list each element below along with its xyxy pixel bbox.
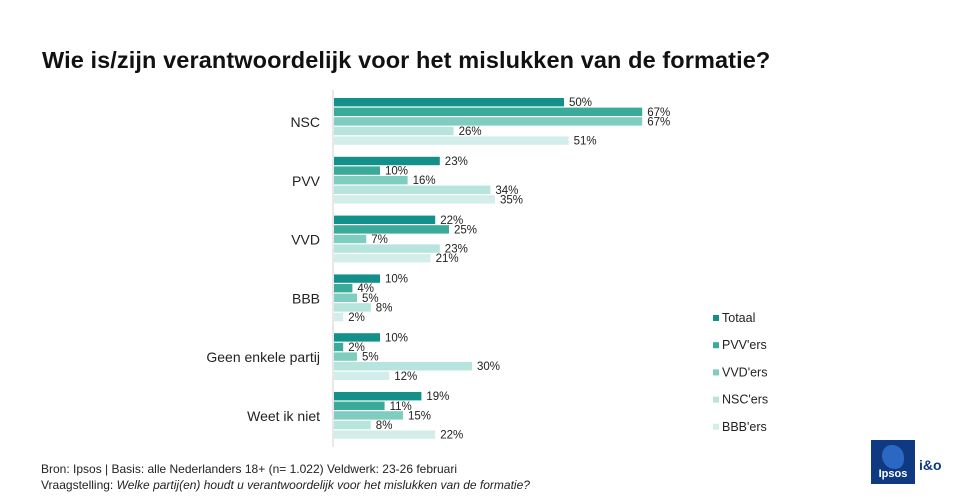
value-label-geen-enkele-partij-nsc-ers: 30% (477, 361, 500, 373)
value-label-bbb-bbb-ers: 2% (348, 312, 365, 324)
value-label-bbb-nsc-ers: 8% (376, 302, 393, 314)
value-label-vvd-bbb-ers: 21% (436, 253, 459, 265)
value-label-pvv-nsc-ers: 34% (495, 185, 518, 197)
value-label-pvv-vvd-ers: 16% (413, 175, 436, 187)
value-label-vvd-totaal: 22% (440, 215, 463, 227)
legend-label-bbb-ers: BBB'ers (722, 420, 767, 434)
value-label-vvd-nsc-ers: 23% (445, 244, 468, 256)
category-label-nsc: NSC (290, 114, 320, 130)
bar-weet-ik-niet-vvd-ers (334, 411, 403, 420)
legend-swatch-totaal (713, 315, 719, 321)
value-label-geen-enkele-partij-vvd-ers: 5% (362, 352, 379, 364)
bar-geen-enkele-partij-pvv-ers (334, 342, 344, 352)
legend-label-nsc-ers: NSC'ers (722, 393, 768, 407)
bar-bbb-pvv-ers (334, 284, 353, 293)
value-label-nsc-nsc-ers: 26% (459, 126, 482, 138)
bar-geen-enkele-partij-vvd-ers (334, 352, 357, 361)
value-label-bbb-totaal: 10% (385, 274, 408, 286)
bar-vvd-bbb-ers (334, 254, 431, 263)
bar-weet-ik-niet-bbb-ers (334, 430, 436, 439)
category-label-pvv: PVV (292, 173, 321, 189)
value-label-bbb-vvd-ers: 5% (362, 293, 379, 305)
value-label-geen-enkele-partij-bbb-ers: 12% (394, 371, 417, 383)
legend-swatch-nsc-ers (713, 396, 719, 403)
value-label-weet-ik-niet-nsc-ers: 8% (376, 420, 393, 432)
bar-nsc-bbb-ers (334, 136, 569, 145)
question-prefix: Vraagstelling: (41, 478, 114, 492)
value-label-weet-ik-niet-totaal: 19% (426, 391, 449, 403)
bar-pvv-totaal (334, 156, 440, 166)
legend-label-vvd-ers: VVD'ers (722, 365, 767, 379)
category-label-bbb: BBB (292, 290, 320, 306)
value-label-weet-ik-niet-bbb-ers: 22% (440, 430, 463, 442)
legend-label-totaal: Totaal (722, 311, 755, 325)
bar-nsc-pvv-ers (334, 107, 643, 116)
bar-weet-ik-niet-nsc-ers (334, 420, 371, 430)
category-label-weet-ik-niet: Weet ik niet (247, 408, 320, 424)
category-label-geen-enkele-partij: Geen enkele partij (206, 349, 320, 365)
value-label-nsc-vvd-ers: 67% (647, 116, 670, 128)
legend-swatch-pvv-ers (713, 342, 719, 349)
legend-swatch-vvd-ers (713, 369, 719, 376)
bars (334, 98, 643, 439)
bar-pvv-pvv-ers (334, 166, 380, 175)
bar-geen-enkele-partij-nsc-ers (334, 362, 472, 371)
value-label-pvv-bbb-ers: 35% (500, 194, 523, 206)
bar-vvd-vvd-ers (334, 234, 367, 244)
question-text: Welke partij(en) houdt u verantwoordelij… (116, 478, 530, 492)
bar-bbb-bbb-ers (334, 312, 344, 322)
legend-label-pvv-ers: PVV'ers (722, 338, 767, 352)
value-label-bbb-pvv-ers: 4% (357, 283, 374, 295)
chart-title: Wie is/zijn verantwoordelijk voor het mi… (42, 47, 771, 73)
bar-nsc-totaal (334, 98, 564, 107)
ipsos-logo-text: Ipsos (878, 468, 908, 480)
bar-pvv-bbb-ers (334, 195, 495, 204)
bar-vvd-nsc-ers (334, 244, 440, 253)
legend-swatch-bbb-ers (713, 423, 719, 430)
ipsos-io-logo: Ipsos i&o (868, 440, 950, 488)
value-label-nsc-totaal: 50% (569, 97, 592, 109)
category-label-vvd: VVD (291, 232, 320, 248)
category-labels: NSC PVV VVD BBB Geen enkele partij Weet ik ni… (206, 114, 320, 424)
value-label-pvv-totaal: 23% (445, 156, 468, 168)
ipsos-logo: Ipsos (871, 440, 915, 484)
value-label-geen-enkele-partij-totaal: 10% (385, 332, 408, 344)
bar-bbb-vvd-ers (334, 293, 357, 302)
value-label-geen-enkele-partij-pvv-ers: 2% (348, 342, 365, 354)
value-label-vvd-pvv-ers: 25% (454, 224, 477, 236)
value-label-vvd-vvd-ers: 7% (371, 234, 388, 246)
bar-bbb-totaal (334, 274, 380, 283)
bar-geen-enkele-partij-bbb-ers (334, 371, 390, 380)
value-label-weet-ik-niet-pvv-ers: 11% (390, 401, 412, 413)
value-label-pvv-pvv-ers: 10% (385, 166, 408, 178)
bar-geen-enkele-partij-totaal (334, 333, 380, 342)
value-label-nsc-bbb-ers: 51% (574, 136, 597, 148)
bar-vvd-pvv-ers (334, 225, 449, 234)
bar-nsc-vvd-ers (334, 117, 643, 126)
value-label-weet-ik-niet-vvd-ers: 15% (408, 410, 431, 422)
bar-pvv-vvd-ers (334, 176, 408, 185)
bar-weet-ik-niet-totaal (334, 392, 422, 401)
bar-vvd-totaal (334, 215, 436, 224)
legend: Totaal PVV'ers VVD'ers NSC'ers BBB'ers (713, 311, 768, 434)
value-labels: 50%67%67%26%51%23%10%16%34%35%22%25%7%23… (348, 97, 670, 441)
bar-pvv-nsc-ers (334, 185, 491, 194)
bar-bbb-nsc-ers (334, 303, 371, 312)
ipsos-logo-icon (882, 445, 904, 469)
bar-weet-ik-niet-pvv-ers (334, 401, 385, 410)
io-logo-text: i&o (919, 457, 942, 473)
footer-source: Bron: Ipsos | Basis: alle Nederlanders 1… (41, 462, 458, 476)
value-label-nsc-pvv-ers: 67% (647, 107, 670, 119)
bar-nsc-nsc-ers (334, 126, 454, 136)
footer-question: Vraagstelling: Welke partij(en) houdt u … (41, 478, 530, 492)
